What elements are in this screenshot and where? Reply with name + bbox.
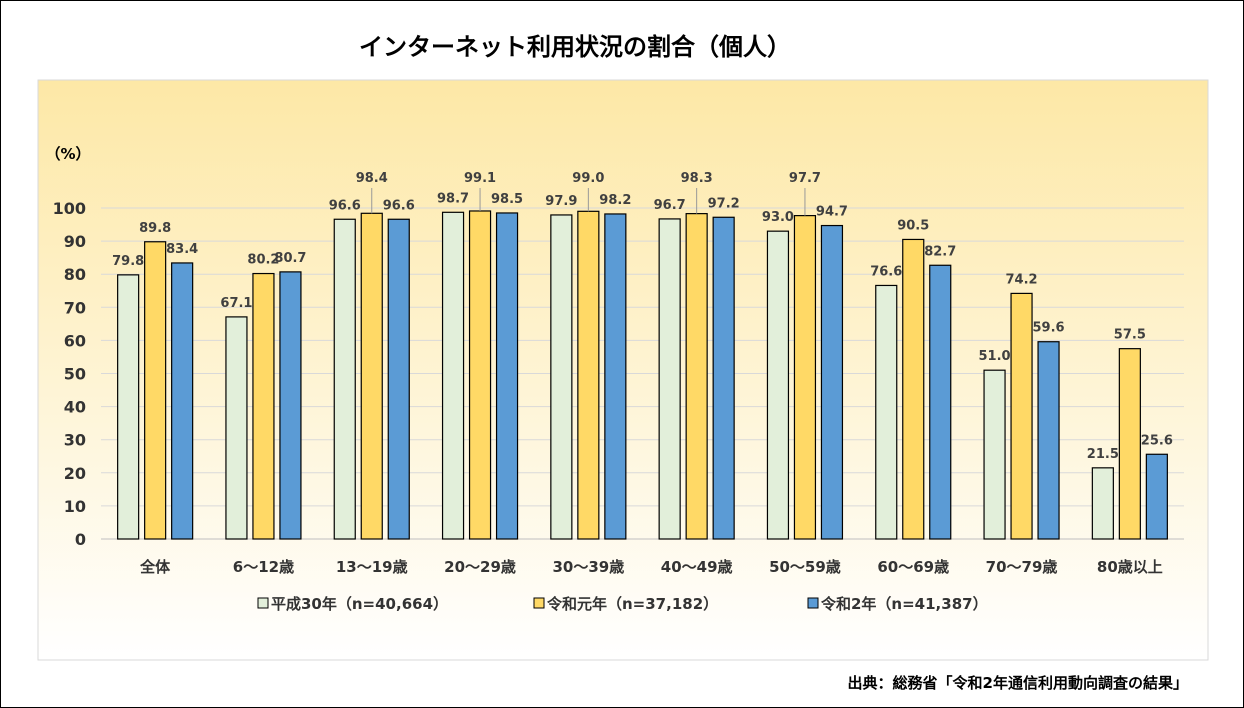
- bar: [929, 264, 952, 540]
- data-label: 51.0: [979, 349, 1011, 364]
- data-label: 96.7: [654, 198, 686, 213]
- data-label: 99.0: [572, 171, 604, 186]
- bar: [604, 213, 627, 540]
- y-tick-label: 60: [64, 331, 86, 350]
- bar: [902, 238, 925, 540]
- bar: [144, 241, 167, 540]
- data-label: 98.7: [437, 191, 469, 206]
- bar: [577, 210, 600, 540]
- x-tick-label: 13～19歳: [336, 558, 408, 576]
- y-tick-label: 10: [64, 497, 86, 516]
- y-tick-label: 0: [75, 530, 86, 549]
- x-tick-label: 6～12歳: [233, 558, 294, 576]
- x-tick-label: 20～29歳: [444, 558, 516, 576]
- legend-swatch: [807, 597, 819, 609]
- x-tick-label: 80歳以上: [1097, 558, 1163, 576]
- bar: [441, 211, 465, 540]
- bar: [820, 224, 844, 540]
- data-label: 97.9: [545, 194, 577, 209]
- data-label: 80.2: [247, 253, 279, 268]
- chart-title: インターネット利用状況の割合（個人）: [359, 33, 791, 61]
- data-label: 98.5: [491, 192, 523, 207]
- bar: [360, 212, 383, 540]
- data-label: 21.5: [1087, 447, 1119, 462]
- data-label: 59.6: [1033, 321, 1065, 336]
- data-label: 99.1: [464, 171, 496, 186]
- y-axis-label: （%）: [45, 145, 90, 163]
- x-tick-label: 70～79歳: [986, 558, 1058, 576]
- bar: [550, 214, 573, 540]
- bar: [171, 262, 194, 540]
- y-tick-label: 50: [64, 365, 86, 384]
- data-label: 80.7: [274, 251, 306, 266]
- bar: [1118, 348, 1141, 540]
- bar: [117, 274, 140, 540]
- data-label: 97.7: [789, 171, 821, 186]
- x-tick-label: 全体: [139, 558, 171, 576]
- data-label: 79.8: [112, 254, 144, 269]
- x-tick-label: 40～49歳: [661, 558, 733, 576]
- bar: [712, 216, 735, 540]
- y-tick-label: 80: [64, 265, 86, 284]
- bar: [1010, 292, 1033, 540]
- legend-swatch: [257, 597, 269, 609]
- bar: [252, 272, 275, 540]
- x-tick-label: 30～39歳: [552, 558, 624, 576]
- data-label: 98.2: [599, 193, 631, 208]
- y-tick-label: 20: [64, 464, 86, 483]
- source-note: 出典：総務省「令和2年通信利用動向調査の結果」: [848, 674, 1188, 692]
- data-label: 96.6: [383, 198, 415, 213]
- bar: [279, 271, 302, 540]
- bar: [225, 316, 248, 540]
- bar: [875, 284, 898, 540]
- y-tick-label: 90: [64, 232, 86, 251]
- data-label: 97.2: [708, 196, 740, 211]
- data-label: 90.5: [897, 218, 929, 233]
- data-label: 25.6: [1141, 433, 1173, 448]
- bar: [766, 230, 790, 540]
- data-label: 82.7: [924, 244, 956, 259]
- data-label: 94.7: [816, 205, 848, 220]
- bar: [1037, 341, 1060, 540]
- legend-label: 令和2年（n=41,387）: [821, 595, 988, 613]
- y-tick-label: 100: [53, 199, 86, 218]
- bar: [983, 369, 1006, 540]
- y-tick-label: 40: [64, 398, 86, 417]
- y-tick-label: 70: [64, 298, 86, 317]
- legend-swatch: [533, 597, 545, 609]
- data-label: 89.8: [139, 221, 171, 236]
- x-tick-label: 60～69歳: [877, 558, 949, 576]
- y-tick-label: 30: [64, 431, 86, 450]
- data-label: 98.3: [681, 171, 713, 186]
- data-label: 57.5: [1114, 328, 1146, 343]
- data-label: 93.0: [762, 210, 794, 225]
- data-label: 74.2: [1006, 272, 1038, 287]
- data-label: 83.4: [166, 242, 198, 257]
- bar: [793, 215, 817, 540]
- bar: [495, 212, 519, 540]
- x-tick-label: 50～59歳: [769, 558, 841, 576]
- legend-label: 平成30年（n=40,664）: [271, 595, 448, 613]
- legend-label: 令和元年（n=37,182）: [547, 595, 718, 613]
- data-label: 98.4: [356, 171, 388, 186]
- bar: [387, 218, 410, 540]
- bar: [1091, 467, 1114, 540]
- data-label: 96.6: [329, 198, 361, 213]
- bar: [1145, 453, 1168, 540]
- bar: [333, 218, 356, 540]
- data-label: 76.6: [870, 264, 902, 279]
- data-label: 67.1: [220, 296, 252, 311]
- bar: [658, 218, 681, 540]
- bar: [468, 210, 492, 540]
- bar: [685, 213, 708, 540]
